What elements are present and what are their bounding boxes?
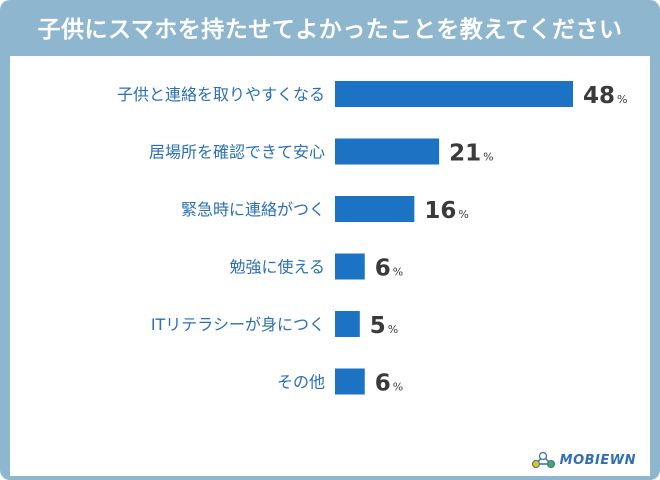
category-label: その他 <box>277 373 325 392</box>
category-label: 居場所を確認できて安心 <box>149 143 325 162</box>
category-label: ITリテラシーが身につく <box>151 315 325 334</box>
value-label: 16% <box>424 198 468 224</box>
mobiewn-logo: MOBIEWN <box>531 450 636 470</box>
category-label: 勉強に使える <box>229 258 325 277</box>
value-label: 48% <box>583 83 627 109</box>
molecule-logo-icon <box>531 451 555 468</box>
value-label: 21% <box>449 141 493 167</box>
chart-title: 子供にスマホを持たせてよかったことを教えてください <box>37 17 623 43</box>
bar <box>335 81 573 107</box>
logo-text: MOBIEWN <box>559 452 636 468</box>
bar <box>335 196 415 222</box>
bar <box>335 253 365 280</box>
category-label: 子供と連絡を取りやすくなる <box>117 85 325 104</box>
bar <box>335 368 365 395</box>
bar <box>335 138 440 165</box>
value-label: 5% <box>370 313 398 339</box>
bar-chart: 子供と連絡を取りやすくなる 48 % 居場所を確認できて安心 21 % 緊急時に連絡がつく 1… <box>117 81 627 397</box>
value-label: 6% <box>375 256 403 282</box>
chart-panel: 子供と連絡を取りやすくなる 48% 居場所を確認できて安心 21% 緊急時に連絡がつく 1… <box>10 56 650 476</box>
bar <box>335 311 360 337</box>
category-label: 緊急時に連絡がつく <box>181 200 325 219</box>
value-label: 6% <box>375 371 403 397</box>
